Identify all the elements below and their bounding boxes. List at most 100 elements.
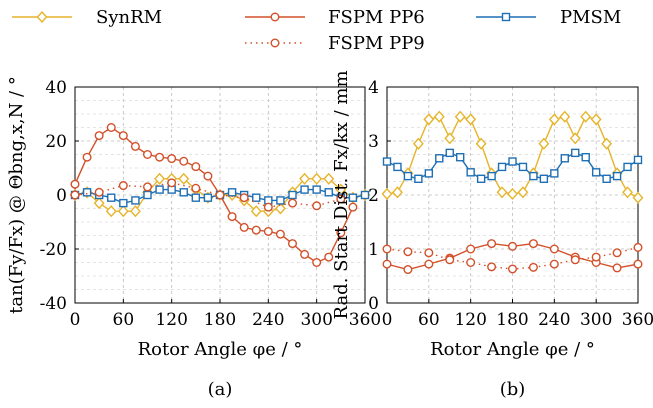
data-point [276,196,285,205]
data-point [403,247,413,257]
data-point [633,242,643,252]
data-point [274,202,286,215]
data-point [623,162,632,172]
data-point [227,188,237,197]
legend-label: FSPM PP9 [328,33,425,54]
data-point [381,187,393,200]
series-fspm-pp6 [382,239,643,275]
y-axis-label: Rad. Start Dist. Fx/kx / mm [331,70,352,319]
legend-marker-circle [270,12,280,22]
data-point [508,241,518,251]
data-point [129,205,141,218]
data-point [70,190,80,200]
legend-label: SynRM [96,7,162,28]
data-point [336,194,346,204]
data-point [465,113,477,126]
data-point [403,265,413,275]
data-point [382,259,392,269]
series-fspm-pp9 [70,178,346,212]
data-point [191,183,201,193]
data-point [239,222,249,232]
data-point [348,202,358,212]
y-tick-label: 20 [45,132,67,152]
x-tick-label: 240 [252,310,284,330]
data-point [392,186,403,199]
data-point [518,162,528,172]
data-point [118,181,128,191]
data-point [601,137,613,150]
data-point [167,154,177,164]
data-point [94,187,104,197]
data-point [348,193,358,202]
data-point [227,212,237,222]
data-point [466,258,476,268]
x-tick-label: 300 [580,310,612,330]
data-point [143,190,152,200]
data-point [539,174,549,184]
y-tick-label: -40 [40,294,67,314]
data-point [178,172,190,185]
data-point [167,178,177,188]
series-pmsm [382,148,643,184]
y-tick-label: 0 [56,186,67,206]
data-point [263,202,273,212]
data-point [456,152,465,162]
data-point [475,137,487,150]
x-tick-label: 180 [204,310,236,330]
data-point [93,197,105,210]
data-point [445,148,454,158]
legend-marker-square [501,12,511,22]
data-point [424,169,434,178]
data-point [548,113,560,126]
data-point [433,110,445,123]
data-point [602,174,611,184]
data-point [622,186,633,199]
x-tick-label: 120 [454,310,486,330]
data-point [633,259,643,269]
data-point [288,198,298,208]
data-point [251,225,261,235]
x-tick-label: 60 [418,310,440,330]
data-point [275,229,285,239]
x-tick-label: 180 [496,310,528,330]
legend-item-pmsm: PMSM [476,7,621,28]
data-point [252,193,261,202]
data-point [508,264,518,274]
data-point [382,244,392,254]
data-point [560,154,569,163]
data-point [444,132,456,145]
data-point [414,174,423,184]
data-point [581,152,590,162]
data-point [142,182,152,192]
data-point [549,244,559,254]
data-point [424,248,434,258]
data-point [203,193,213,202]
panel-caption: (a) [208,379,233,400]
panel-caption: (b) [500,379,526,400]
y-axis-label: tan(Fy/Fx) @ Θbng,x,N / ° [6,76,27,314]
data-point [94,131,104,141]
data-point [107,193,116,202]
data-point [106,122,116,132]
data-point [570,255,580,265]
data-point [263,226,273,236]
data-point [612,248,622,258]
x-tick-label: 60 [113,310,135,330]
data-point [300,249,310,259]
legend: SynRM FSPM PP6 PMSM FSPM PP9 [12,7,621,54]
legend-marker-circle [270,38,280,48]
data-point [476,174,486,184]
data-point [250,205,262,218]
x-tick-label: 120 [155,310,187,330]
data-point [538,137,550,150]
data-point [571,148,580,158]
data-point [288,239,298,249]
x-axis-label: Rotor Angle φe / ° [138,339,303,360]
data-point [119,198,128,208]
legend-label: FSPM PP6 [328,7,425,28]
data-point [82,188,92,197]
data-point [312,185,321,194]
data-point [191,162,201,172]
